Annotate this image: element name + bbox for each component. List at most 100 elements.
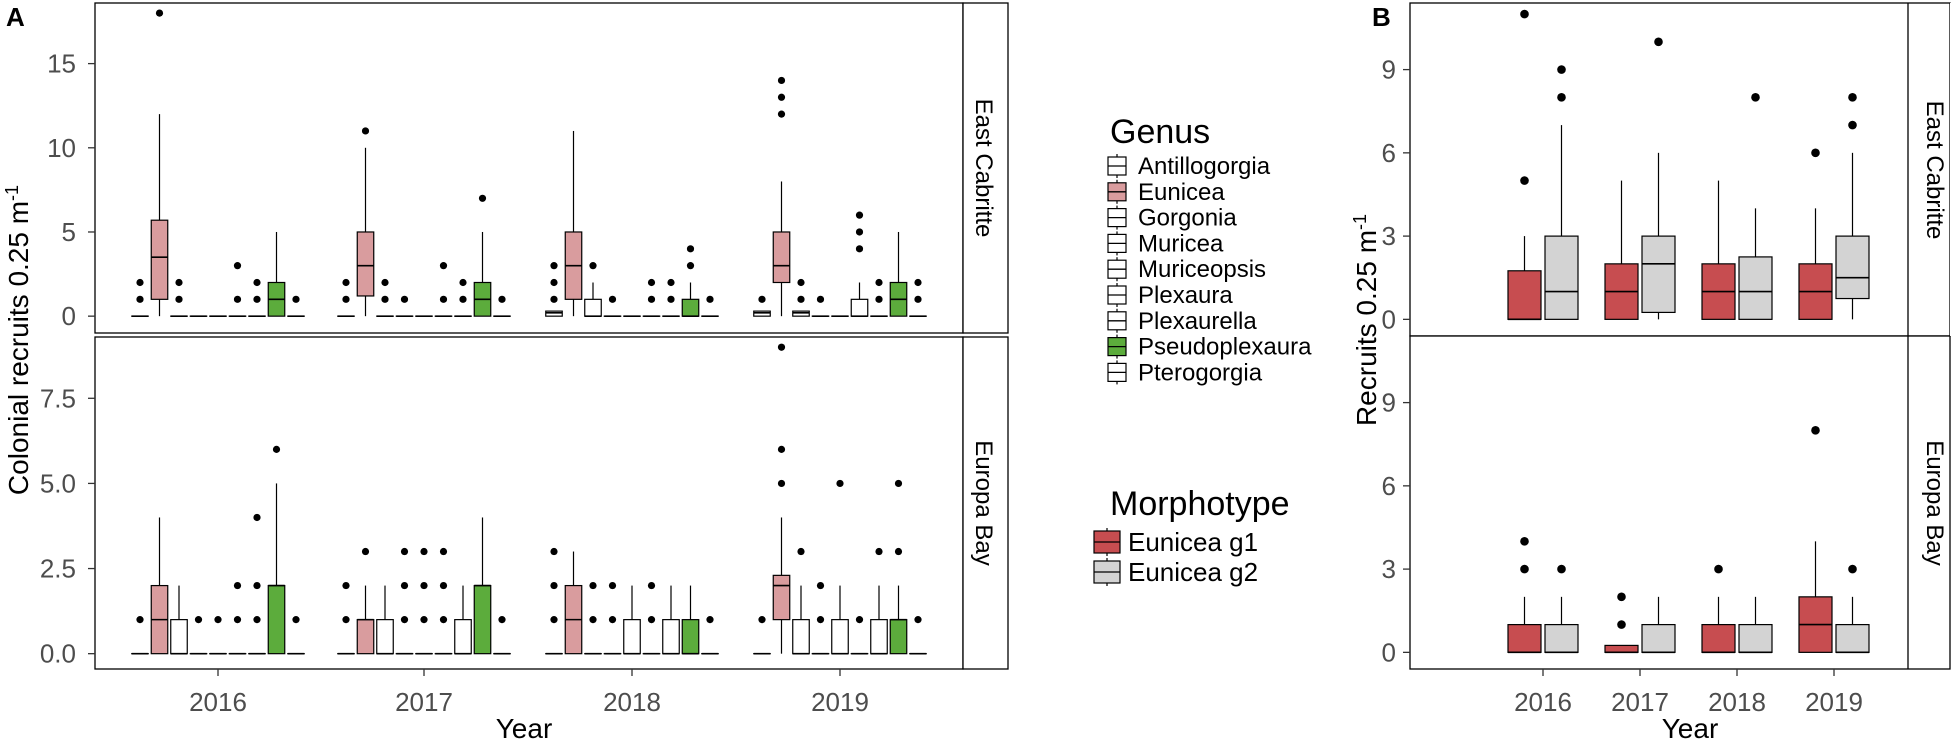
panel-a-letter: A [6,2,25,32]
panel-b-facet-label-east-cabritte: East Cabritte [1921,101,1948,240]
box [1544,235,1579,320]
outlier-point [550,581,558,590]
box-plot [831,479,849,655]
box-plot [642,278,661,317]
box-plot [337,278,355,317]
panel-b-bottom-plot-area [1409,335,1951,670]
box-plot [584,581,602,655]
box-plot [170,278,188,317]
box [150,219,169,300]
legend-genus-key [1107,154,1127,178]
outlier-point [439,547,448,556]
box-plot [1641,596,1676,654]
legend-morphotype-key [1093,558,1121,586]
box-plot [1641,37,1676,320]
box [356,231,375,297]
box-plot [1835,564,1870,654]
legend: Genus AntillogorgiaEuniceaGorgoniaMurice… [1093,113,1312,587]
box-plot [1798,426,1833,653]
outlier-point [1811,426,1820,435]
box-plot [287,616,305,655]
x-tick-label: 2016 [1514,687,1572,717]
outlier-point [459,278,467,287]
box-plot [228,262,247,317]
legend-genus-key [1107,308,1127,333]
outlier-point [589,581,597,590]
panel-b-y-axis-title: Recruits 0.25 m-1 [1350,214,1382,426]
box-plot [642,581,661,655]
outlier-point [914,278,922,287]
box-plot [850,211,869,317]
box-plot [1604,180,1639,320]
box-plot [909,616,927,655]
box-plot [376,585,394,655]
panel-a-top-strip [962,2,1009,334]
x-tick-label: 2019 [1805,687,1863,717]
outlier-point [253,581,261,590]
outlier-point [550,262,558,270]
box-plot [209,616,227,655]
panel-a-bottom-plot-area [94,336,964,670]
box [1507,623,1542,653]
outlier-point [361,127,370,135]
outlier-point [155,9,164,17]
box-plot [870,547,888,655]
outlier-point [758,295,766,303]
box [1835,235,1870,300]
outlier-point [233,295,242,303]
legend-genus-key [1107,257,1127,282]
outlier-point [550,616,558,624]
y-tick-label: 9 [1382,55,1396,85]
box-plot [356,127,375,317]
legend-genus-label: Plexaura [1138,282,1233,309]
legend-genus-label: Gorgonia [1138,205,1237,232]
legend-genus-key [1107,205,1127,230]
outlier-point [758,616,766,624]
box [772,231,791,284]
y-tick-label: 3 [1382,221,1396,251]
box-plot [1507,9,1542,321]
box [681,619,700,655]
outlier-point [136,295,144,303]
outlier-point [1520,537,1529,546]
outlier-point [777,479,786,488]
y-tick-label: 9 [1382,388,1396,418]
outlier-point [439,295,448,303]
box-plot [415,547,433,655]
outlier-point [667,278,675,287]
outlier-point [194,616,203,624]
outlier-point [706,295,714,303]
outlier-point [478,194,487,202]
box-plot [1604,592,1639,654]
legend-morphotype-key [1093,528,1121,556]
panel-a-top-y-ticks: 0 5 10 15 [47,49,76,332]
chart-marks [88,9,1870,676]
x-tick-label: 2019 [811,687,869,717]
panel-a-y-axis-title: Colonial recruits 0.25 m-1 [2,185,34,495]
box-plot [1701,564,1736,654]
box [662,619,680,655]
outlier-point [342,278,350,287]
panel-a-x-axis-title: Year [496,713,553,741]
box-plot [1507,537,1542,654]
outlier-point [797,547,805,556]
panel-b-bottom-y-ticks: 0 3 6 9 [1382,388,1396,668]
outlier-point [1848,93,1857,102]
outlier-point [875,278,883,287]
outlier-point [647,616,656,624]
legend-genus-key [1107,334,1127,359]
outlier-point [361,547,370,556]
outlier-point [686,262,695,270]
panel-a-bottom-strip [962,336,1009,670]
y-axis-title-superscript: -1 [2,185,22,201]
outlier-point [777,93,786,101]
box [772,574,791,621]
box-plot [870,278,888,317]
box-plot [662,585,680,655]
box-plot [792,278,810,317]
legend-genus-title: Genus [1110,113,1210,151]
outlier-point [136,278,144,287]
outlier-point [342,581,350,590]
outlier-point [1751,93,1760,102]
box-plot [267,445,286,655]
